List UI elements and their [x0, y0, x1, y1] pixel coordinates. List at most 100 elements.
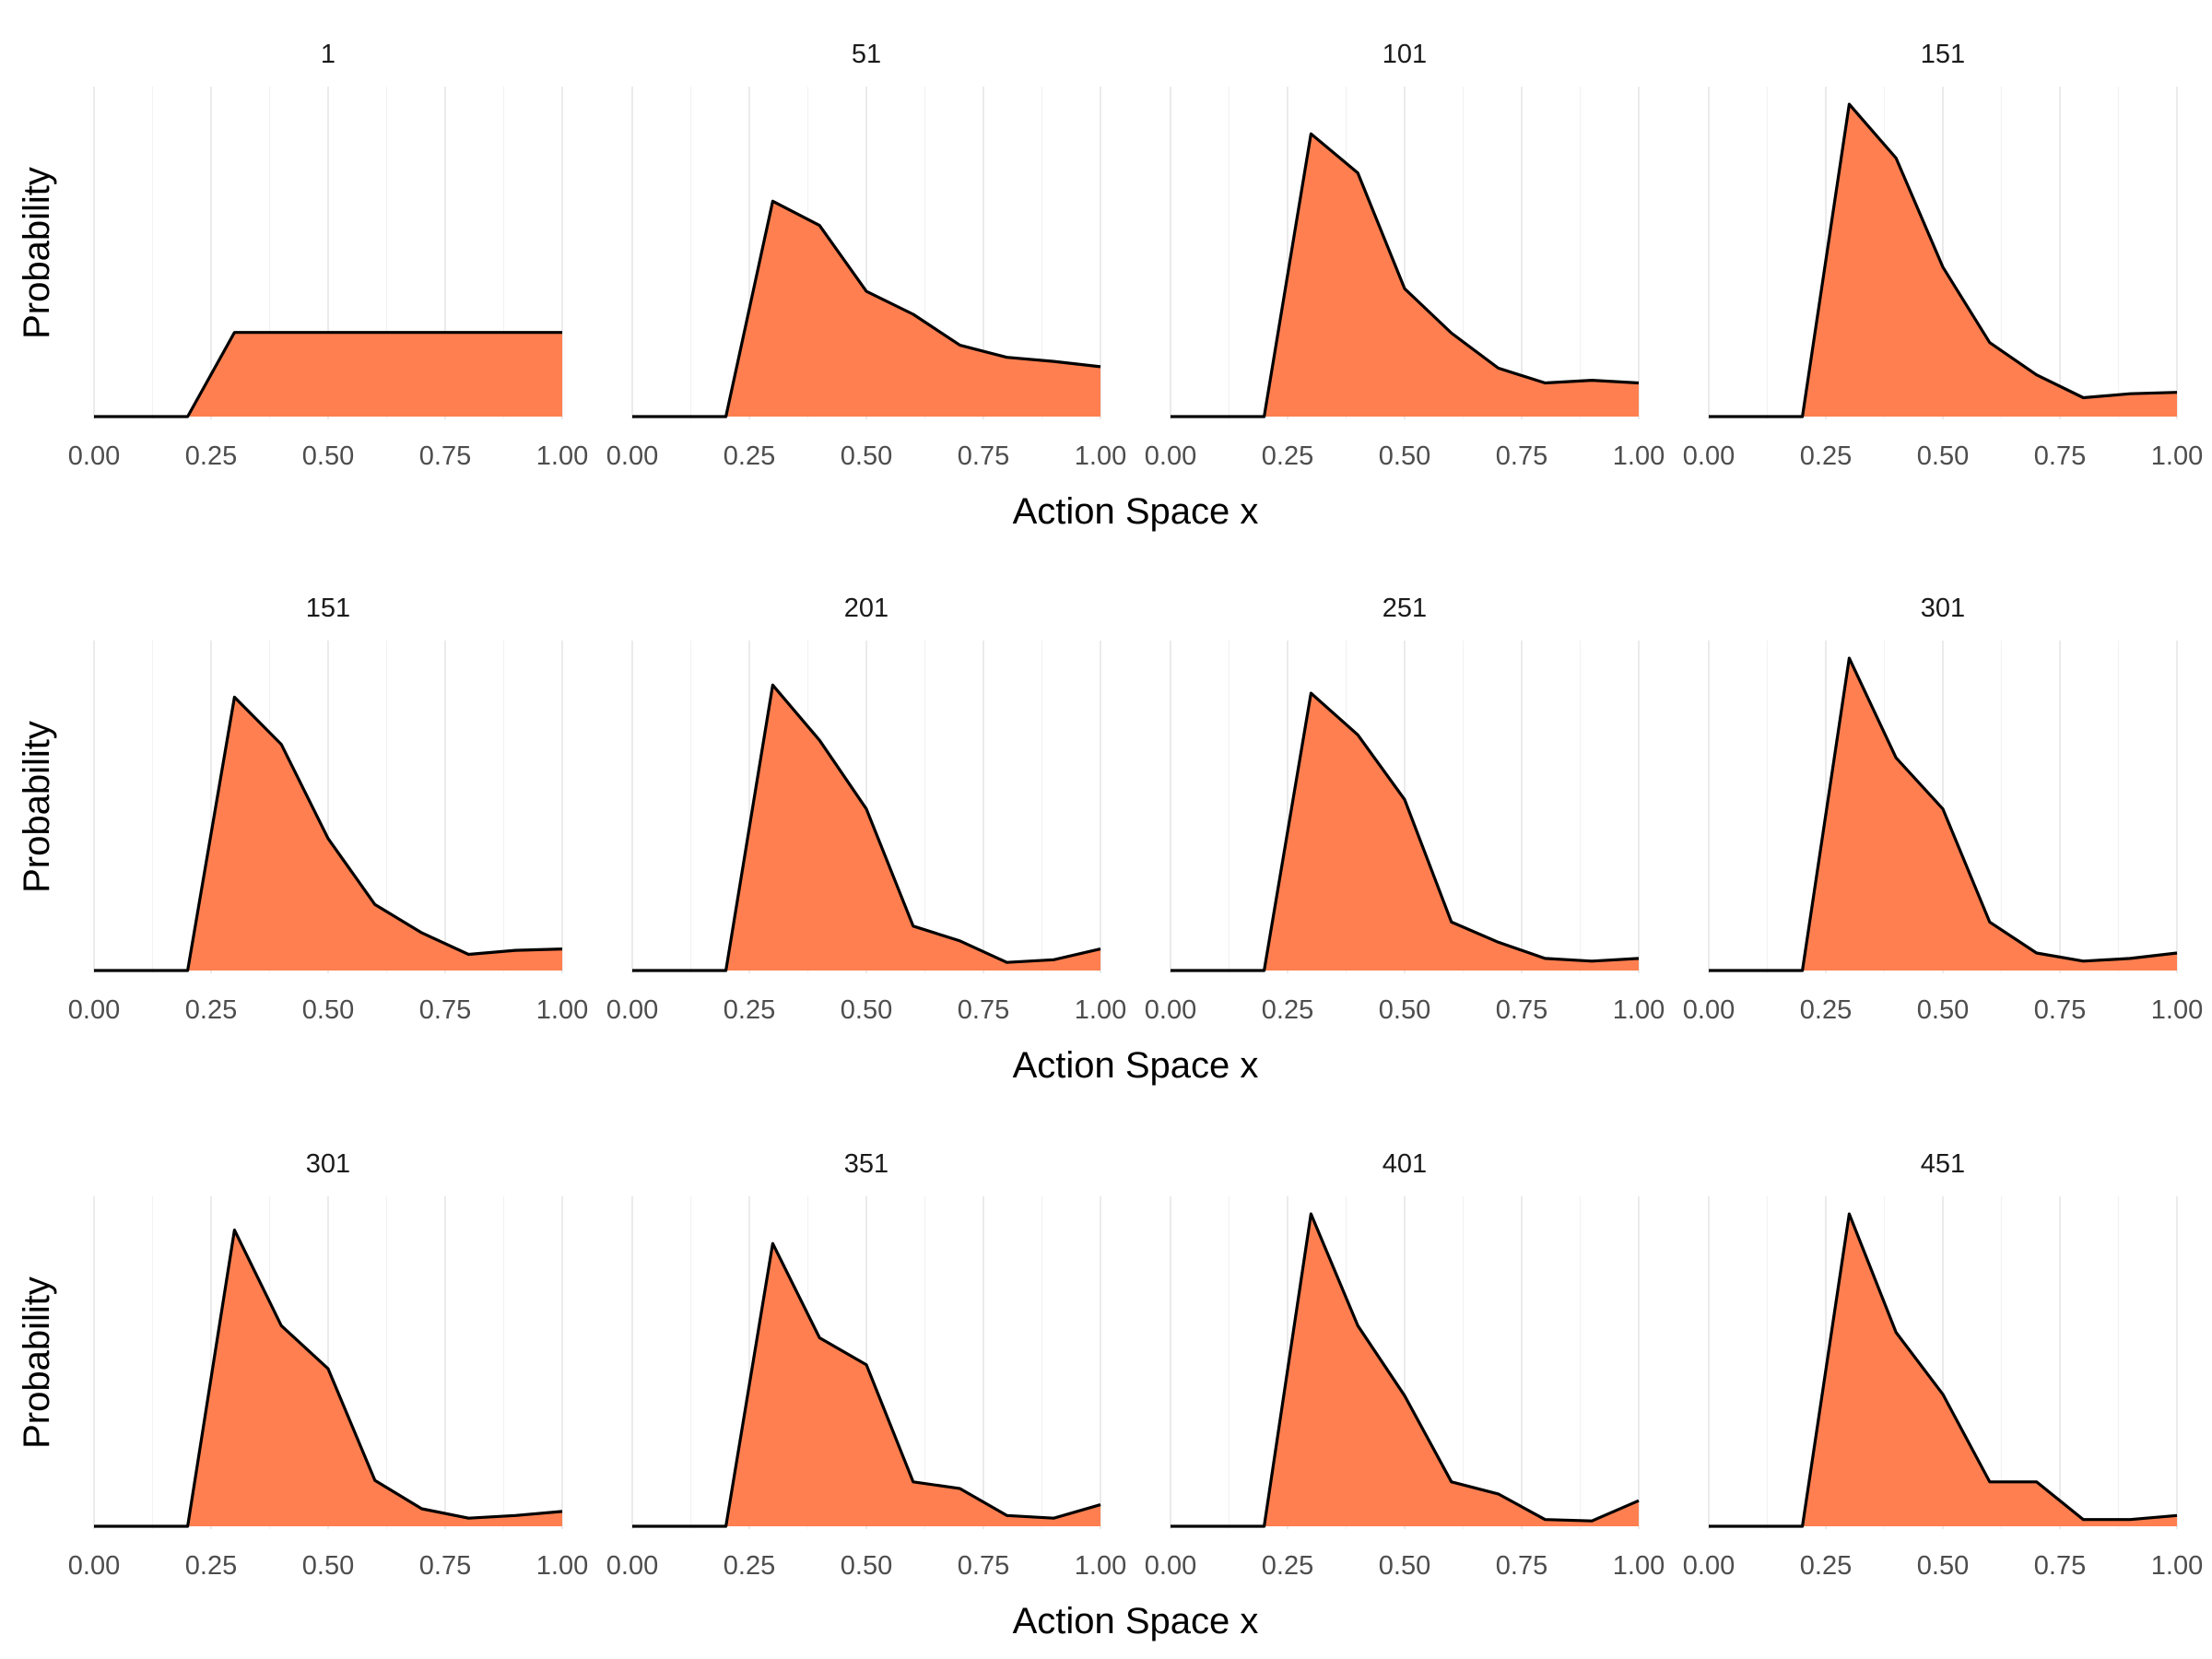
x-tick-label: 0.00	[1683, 995, 1735, 1025]
x-tick-label: 0.00	[1683, 1551, 1735, 1581]
x-tick-label: 0.00	[1145, 441, 1196, 471]
x-tick-label: 1.00	[536, 995, 588, 1025]
panel-title: 201	[844, 594, 888, 623]
x-tick-label: 0.50	[302, 441, 354, 471]
panel-title: 101	[1382, 40, 1427, 69]
density-area	[1171, 1214, 1639, 1526]
x-tick-label: 0.00	[68, 441, 120, 471]
x-tick-label: 0.50	[302, 995, 354, 1025]
x-tick-label: 0.00	[606, 1551, 658, 1581]
x-tick-label: 0.25	[185, 995, 237, 1025]
x-tick-label: 0.00	[68, 995, 120, 1025]
panel-title: 151	[1921, 40, 1965, 69]
x-tick-label: 0.75	[1496, 1551, 1547, 1581]
x-tick-label: 0.25	[1262, 995, 1313, 1025]
x-tick-label: 0.25	[1262, 441, 1313, 471]
density-area	[94, 697, 562, 971]
x-tick-label: 1.00	[536, 1551, 588, 1581]
x-axis-title: Action Space x	[1013, 1601, 1259, 1641]
x-tick-label: 0.50	[302, 1551, 354, 1581]
x-tick-label: 0.00	[606, 995, 658, 1025]
x-tick-label: 0.75	[2034, 441, 2086, 471]
x-tick-label: 0.50	[1917, 995, 1969, 1025]
density-area	[1171, 693, 1639, 971]
density-line	[1709, 1212, 2178, 1528]
panel-title: 251	[1382, 594, 1427, 623]
panel-title: 351	[844, 1149, 888, 1179]
density-line	[94, 331, 562, 418]
panel-title: 451	[1921, 1149, 1965, 1179]
x-tick-label: 0.75	[2034, 1551, 2086, 1581]
density-line	[1171, 691, 1640, 972]
density-area	[1171, 134, 1639, 417]
density-line	[1709, 656, 2178, 972]
x-tick-label: 0.25	[1262, 1551, 1313, 1581]
y-axis-title: Probability	[17, 721, 57, 893]
x-tick-label: 0.75	[419, 995, 471, 1025]
x-tick-label: 0.25	[185, 441, 237, 471]
x-tick-label: 0.75	[958, 1551, 1009, 1581]
x-axis-title: Action Space x	[1013, 491, 1259, 532]
x-tick-label: 1.00	[1613, 995, 1665, 1025]
x-tick-label: 0.50	[1379, 441, 1430, 471]
x-tick-label: 0.50	[1379, 995, 1430, 1025]
x-tick-label: 1.00	[2151, 441, 2203, 471]
density-line	[632, 1241, 1101, 1528]
x-tick-label: 0.75	[419, 1551, 471, 1581]
density-line	[632, 199, 1101, 418]
x-tick-label: 0.50	[1917, 441, 1969, 471]
x-tick-label: 0.75	[2034, 995, 2086, 1025]
x-tick-label: 1.00	[536, 441, 588, 471]
x-tick-label: 1.00	[1075, 1551, 1126, 1581]
x-tick-label: 0.00	[1145, 1551, 1196, 1581]
density-line	[1171, 1212, 1640, 1528]
x-tick-label: 0.25	[724, 1551, 775, 1581]
panel-title: 401	[1382, 1149, 1427, 1179]
density-line	[94, 695, 563, 972]
density-area	[632, 685, 1100, 971]
y-axis-title: Probability	[17, 1277, 57, 1449]
x-tick-label: 0.50	[841, 995, 892, 1025]
x-axis-title: Action Space x	[1013, 1045, 1259, 1086]
density-area	[94, 332, 562, 417]
x-tick-label: 1.00	[2151, 995, 2203, 1025]
panel-title: 51	[852, 40, 881, 69]
density-line	[94, 1229, 563, 1528]
x-tick-label: 0.50	[1379, 1551, 1430, 1581]
x-tick-label: 0.75	[1496, 441, 1547, 471]
x-tick-label: 0.25	[1800, 441, 1852, 471]
density-line	[1709, 102, 2178, 418]
x-tick-label: 0.75	[1496, 995, 1547, 1025]
y-axis-title: Probability	[17, 167, 57, 339]
x-tick-label: 0.25	[724, 995, 775, 1025]
x-tick-label: 1.00	[1075, 995, 1126, 1025]
density-area	[1709, 104, 2177, 417]
x-tick-label: 0.75	[419, 441, 471, 471]
panel-title: 301	[306, 1149, 350, 1179]
x-tick-label: 0.50	[841, 441, 892, 471]
density-area	[632, 201, 1100, 417]
x-tick-label: 0.00	[606, 441, 658, 471]
x-tick-label: 1.00	[2151, 1551, 2203, 1581]
density-line	[1171, 132, 1640, 418]
x-tick-label: 1.00	[1613, 1551, 1665, 1581]
x-tick-label: 1.00	[1075, 441, 1126, 471]
x-tick-label: 0.75	[958, 995, 1009, 1025]
density-line	[632, 683, 1101, 972]
density-area	[1709, 1214, 2177, 1526]
x-tick-label: 0.00	[1683, 441, 1735, 471]
x-tick-label: 0.50	[841, 1551, 892, 1581]
x-tick-label: 0.25	[185, 1551, 237, 1581]
panel-title: 301	[1921, 594, 1965, 623]
x-tick-label: 0.50	[1917, 1551, 1969, 1581]
x-tick-label: 0.75	[958, 441, 1009, 471]
x-tick-label: 0.25	[1800, 995, 1852, 1025]
x-tick-label: 0.25	[1800, 1551, 1852, 1581]
density-area	[94, 1230, 562, 1526]
x-tick-label: 0.25	[724, 441, 775, 471]
panel-title: 1	[321, 40, 335, 69]
density-area	[1709, 658, 2177, 971]
x-tick-label: 0.00	[68, 1551, 120, 1581]
x-tick-label: 0.00	[1145, 995, 1196, 1025]
x-tick-label: 1.00	[1613, 441, 1665, 471]
